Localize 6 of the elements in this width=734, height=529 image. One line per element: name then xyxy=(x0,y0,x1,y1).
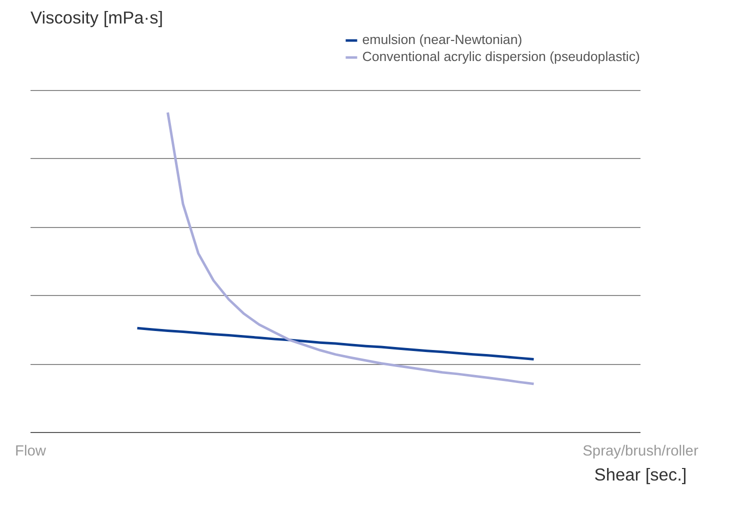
y-axis-title: Viscosity [mPa·s] xyxy=(30,8,164,28)
x-axis-title: Shear [sec.] xyxy=(594,464,687,484)
x-tick-label: Flow xyxy=(15,444,46,460)
x-tick-label: Spray/brush/roller xyxy=(582,444,698,460)
legend-label: emulsion (near-Newtonian) xyxy=(362,32,522,47)
legend-label: Conventional acrylic dispersion (pseudoplastic) xyxy=(362,49,640,64)
